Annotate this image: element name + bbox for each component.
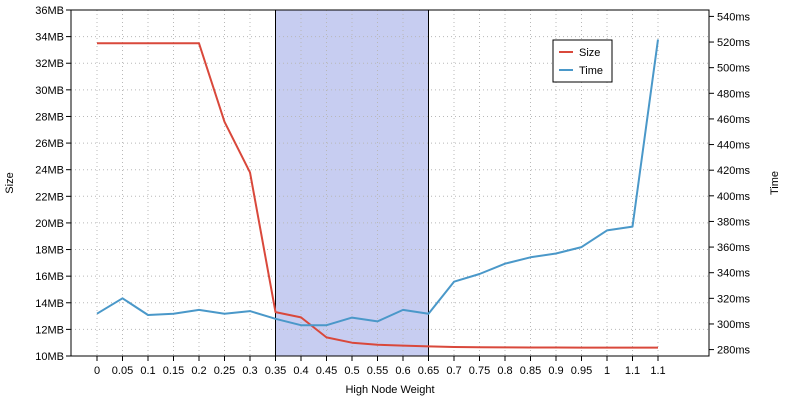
left-axis-tick-label: 34MB — [35, 32, 64, 44]
legend: Size Time — [552, 39, 613, 83]
right-axis-tick-label: 420ms — [717, 165, 751, 177]
left-axis-tick-label: 26MB — [35, 138, 64, 150]
x-axis-tick-label: 0.2 — [191, 365, 206, 377]
x-axis-tick-label: 0.85 — [520, 365, 541, 377]
x-axis-tick-label: 0.95 — [571, 365, 592, 377]
left-axis-tick-label: 18MB — [35, 245, 64, 257]
right-axis-tick-label: 540ms — [717, 11, 751, 23]
time-series-line — [96, 39, 659, 327]
plot-frame — [70, 9, 710, 357]
legend-label-size: Size — [579, 47, 600, 59]
left-axis-tick-label: 30MB — [35, 85, 64, 97]
x-axis-tick-label: 1 — [604, 365, 610, 377]
x-axis-tick-label: 0.25 — [214, 365, 235, 377]
right-axis-tick-label: 380ms — [717, 216, 751, 228]
legend-label-time: Time — [579, 65, 603, 77]
right-axis-tick-label: 440ms — [717, 140, 751, 152]
left-axis-tick-label: 14MB — [35, 298, 64, 310]
x-axis-tick-label: 0.65 — [418, 365, 439, 377]
x-axis-tick-label: 0.9 — [548, 365, 563, 377]
right-axis-tick-label: 300ms — [717, 319, 751, 331]
right-axis-tick-label: 360ms — [717, 242, 751, 254]
right-axis-title: Time — [769, 171, 781, 195]
x-axis-tick-label: 1.1 — [650, 365, 665, 377]
x-axis-tick-label: 0.05 — [112, 365, 133, 377]
left-axis-tick-label: 10MB — [35, 351, 64, 363]
x-axis-tick-label: 0 — [94, 365, 100, 377]
x-axis-tick-label: 0.5 — [344, 365, 359, 377]
x-axis-tick-label: 0.8 — [497, 365, 512, 377]
x-axis-tick-label: 0.7 — [446, 365, 461, 377]
x-axis-tick-label: 1.1 — [625, 365, 640, 377]
right-axis-tick-label: 500ms — [717, 63, 751, 75]
x-axis-tick-label: 0.45 — [316, 365, 337, 377]
right-axis-tick-label: 400ms — [717, 191, 751, 203]
left-axis-tick-label: 28MB — [35, 111, 64, 123]
left-axis-tick-label: 20MB — [35, 218, 64, 230]
right-axis-tick-label: 480ms — [717, 88, 751, 100]
left-axis-tick-label: 36MB — [35, 5, 64, 17]
left-axis-tick-label: 32MB — [35, 58, 64, 70]
left-axis-tick-label: 12MB — [35, 324, 64, 336]
x-axis-title: High Node Weight — [345, 384, 434, 396]
x-axis-tick-label: 0.4 — [293, 365, 308, 377]
left-axis-title: Size — [4, 172, 16, 193]
x-axis-tick-label: 0.55 — [367, 365, 388, 377]
x-axis-tick-label: 0.35 — [265, 365, 286, 377]
x-axis-tick-label: 0.3 — [242, 365, 257, 377]
right-axis-tick-label: 320ms — [717, 293, 751, 305]
left-axis-tick-label: 24MB — [35, 165, 64, 177]
left-axis-tick-label: 16MB — [35, 271, 64, 283]
right-axis-tick-label: 280ms — [717, 345, 751, 357]
x-axis-tick-label: 0.15 — [163, 365, 184, 377]
x-axis-tick-label: 0.6 — [395, 365, 410, 377]
x-axis-tick-label: 0.75 — [469, 365, 490, 377]
grid-lines — [71, 9, 709, 357]
right-axis-tick-label: 460ms — [717, 114, 751, 126]
x-axis-tick-label: 0.1 — [140, 365, 155, 377]
right-axis-tick-label: 520ms — [717, 37, 751, 49]
size-series-line — [97, 42, 658, 349]
legend-box — [552, 39, 613, 83]
right-axis-tick-label: 340ms — [717, 268, 751, 280]
left-axis-tick-label: 22MB — [35, 191, 64, 203]
